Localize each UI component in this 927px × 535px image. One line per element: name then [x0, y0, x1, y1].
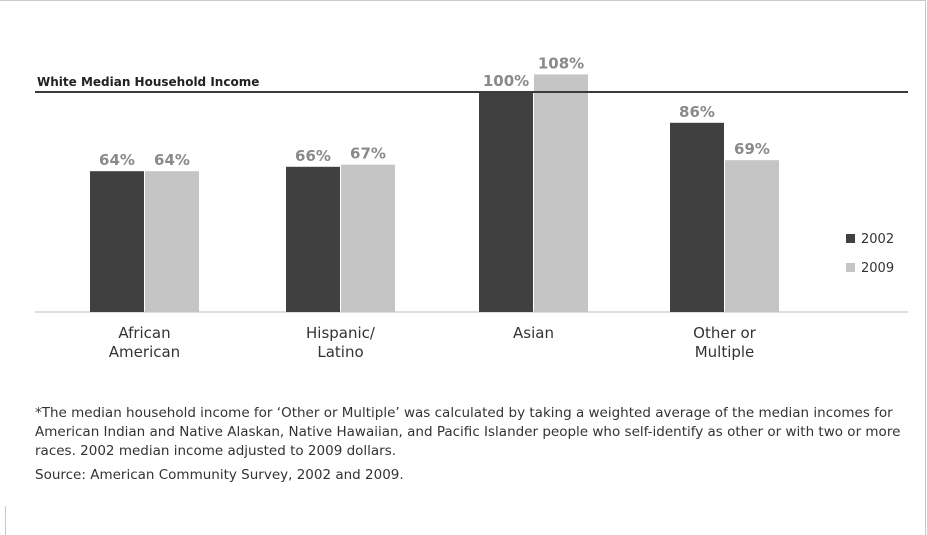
category-label-0-0: African — [118, 324, 170, 342]
data-label-2002-0: 64% — [99, 151, 135, 169]
source-note: Source: American Community Survey, 2002 … — [35, 467, 404, 483]
bar-2009-1 — [341, 164, 395, 312]
data-label-2002-1: 66% — [295, 147, 331, 165]
category-label-1-1: Latino — [317, 343, 363, 361]
data-label-2002-2: 100% — [483, 72, 529, 90]
bar-2009-3 — [725, 160, 779, 312]
data-label-2009-0: 64% — [154, 151, 190, 169]
reference-line-label: White Median Household Income — [37, 75, 259, 89]
legend-label-2002: 2002 — [861, 232, 894, 247]
data-label-2009-3: 69% — [734, 140, 770, 158]
category-label-0-1: American — [109, 343, 180, 361]
footnote: *The median household income for ‘Other … — [35, 405, 901, 459]
data-label-2002-3: 86% — [679, 103, 715, 121]
bar-2002-2 — [479, 92, 533, 312]
data-label-2009-1: 67% — [350, 145, 386, 163]
legend-swatch-2002 — [846, 234, 855, 243]
category-label-2-0: Asian — [513, 324, 554, 342]
category-label-3-0: Other or — [693, 324, 757, 342]
legend-swatch-2009 — [846, 263, 855, 272]
bar-2009-0 — [145, 171, 199, 312]
frame-edge — [5, 506, 6, 535]
data-label-2009-2: 108% — [538, 54, 584, 72]
bar-chart: 64% 66% 100% 86% 64% 67% 108% 69% White Median H… — [35, 54, 908, 361]
bar-2002-3 — [670, 122, 724, 312]
legend-label-2009: 2009 — [861, 261, 894, 276]
bar-2009-2 — [534, 74, 588, 313]
bar-2002-1 — [286, 166, 340, 312]
category-label-3-1: Multiple — [695, 343, 755, 361]
bar-2002-0 — [90, 171, 144, 312]
category-label-1-0: Hispanic/ — [306, 324, 376, 342]
